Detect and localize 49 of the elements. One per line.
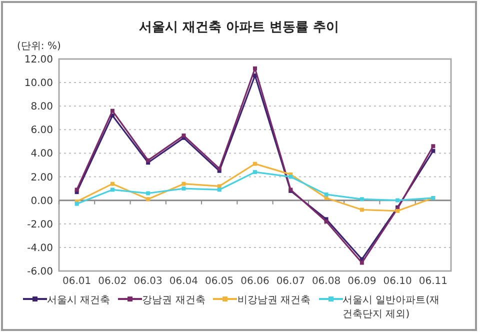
legend-label: 서울시 재건축	[47, 294, 110, 307]
y-tick-label: 6.00	[30, 125, 53, 136]
point	[431, 144, 436, 148]
point	[182, 186, 186, 191]
point	[110, 188, 114, 192]
legend-label: 서울시 일반아파트(재건축단지 제외)	[342, 294, 441, 321]
legend-label: 비강남권 재건축	[237, 294, 311, 307]
point	[74, 188, 79, 192]
point	[253, 66, 257, 70]
legend-label: 강남권 재건축	[142, 294, 206, 307]
point	[146, 197, 150, 202]
chart-title: 서울시 재건축 아파트 변동률 추이	[138, 20, 340, 35]
point	[288, 174, 293, 179]
point	[110, 182, 114, 186]
x-tick-label: 06.05	[205, 276, 234, 287]
point	[360, 197, 364, 202]
x-tick-label: 06.02	[98, 276, 127, 287]
point	[182, 182, 186, 186]
point	[253, 170, 257, 174]
point	[146, 191, 150, 196]
y-tick-label: 10.00	[24, 78, 53, 90]
x-tick-label: 06.08	[312, 276, 341, 287]
y-tick-label: -2.00	[27, 219, 53, 230]
point	[360, 260, 364, 265]
point	[360, 208, 364, 212]
y-tick-label: -4.00	[27, 242, 53, 254]
y-axis-title: (단위: %)	[17, 41, 61, 52]
point	[74, 202, 79, 206]
x-tick-label: 06.10	[383, 276, 412, 287]
y-tick-label: 0.00	[30, 196, 53, 207]
point	[324, 220, 328, 224]
point	[146, 158, 150, 162]
x-tick-label: 06.04	[169, 276, 198, 287]
y-tick-label: 8.00	[30, 102, 53, 113]
y-tick-label: 2.00	[30, 172, 53, 184]
point	[324, 192, 328, 196]
y-tick-label: 4.00	[30, 148, 53, 160]
y-tick-label: -6.00	[27, 266, 53, 278]
y-tick-label: 12.00	[24, 54, 53, 66]
x-tick-label: 06.07	[276, 276, 305, 287]
x-tick-label: 06.03	[134, 276, 162, 287]
x-tick-label: 06.11	[418, 276, 448, 287]
point	[110, 108, 114, 113]
x-tick-label: 06.01	[62, 276, 92, 287]
point	[217, 188, 222, 192]
point	[253, 162, 257, 166]
x-tick-label: 06.06	[240, 276, 270, 287]
x-tick-label: 06.09	[348, 276, 376, 287]
point	[396, 198, 400, 202]
